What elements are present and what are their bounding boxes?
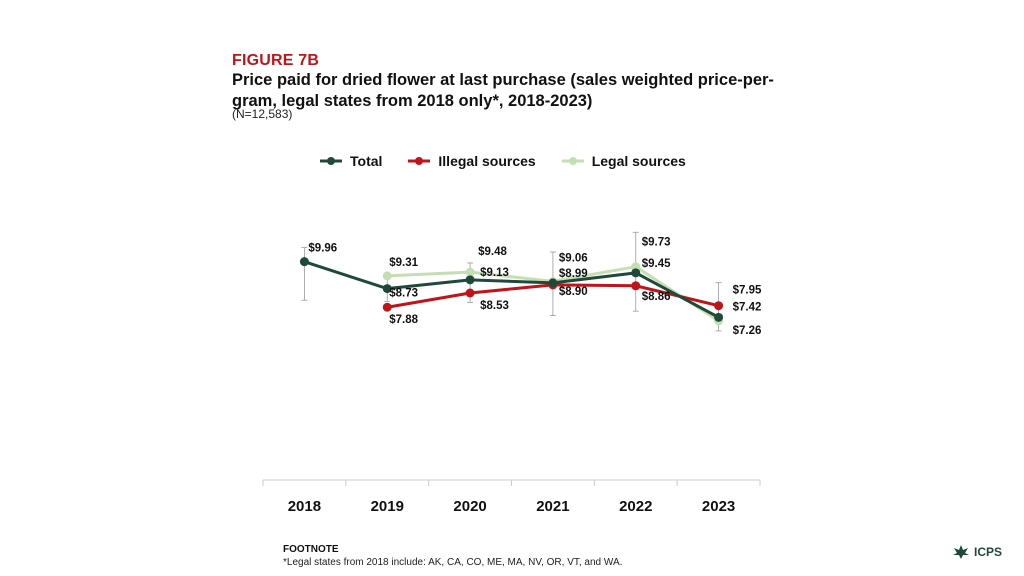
legend-marker-illegal: [408, 157, 431, 165]
x-tick-label: 2020: [453, 498, 486, 515]
x-tick-label: 2018: [288, 498, 321, 515]
data-point-total: [299, 257, 309, 267]
x-tick-label: 2022: [619, 498, 652, 515]
data-label: $9.73: [642, 237, 671, 249]
brand-name: ICPS: [974, 545, 1003, 559]
legend-item-total: Total: [320, 153, 382, 169]
x-tick-label: 2023: [702, 498, 735, 515]
data-point-total: [465, 275, 475, 285]
legend-marker-total: [320, 157, 342, 165]
legend-marker-legal: [561, 157, 584, 165]
data-label: $9.48: [478, 246, 507, 258]
legend-item-illegal: Illegal sources: [408, 153, 536, 169]
footnote-text: *Legal states from 2018 include: AK, CA,…: [283, 557, 623, 568]
data-point-total: [714, 312, 724, 322]
annotation-label: $8.99: [559, 268, 588, 280]
data-label: $9.06: [559, 252, 588, 264]
data-label: $8.73: [389, 288, 418, 300]
data-label: $9.96: [308, 243, 337, 255]
data-point-illegal: [714, 301, 724, 311]
data-label: $9.31: [389, 257, 418, 269]
data-point-illegal: [382, 302, 392, 312]
legend-label-legal: Legal sources: [591, 153, 686, 169]
chart-legend: Total Illegal sources Legal sources: [320, 152, 686, 170]
annotation-label: $9.13: [480, 267, 509, 279]
x-tick-label: 2019: [371, 498, 404, 515]
figure-label: FIGURE 7B: [232, 52, 320, 69]
legend-label-illegal: Illegal sources: [438, 153, 536, 169]
data-point-total: [548, 278, 558, 288]
figure-title: Price paid for dried flower at last purc…: [232, 71, 774, 110]
data-label: $8.90: [559, 286, 588, 298]
data-label: $8.53: [480, 300, 509, 312]
annotation-label: $9.45: [642, 258, 671, 270]
x-tick-label: 2021: [536, 498, 569, 515]
data-point-total: [382, 284, 392, 294]
data-point-legal: [382, 271, 392, 281]
data-point-illegal: [465, 288, 475, 298]
data-label: $7.88: [389, 314, 418, 326]
legend-item-legal: Legal sources: [561, 153, 686, 169]
data-label: $8.86: [642, 291, 671, 303]
data-point-illegal: [631, 281, 641, 291]
series-line-total: [303, 260, 720, 319]
data-point-legal: [465, 267, 475, 277]
data-point-total: [631, 268, 641, 278]
data-label: $7.95: [733, 285, 762, 297]
footnote-title: FOOTNOTE: [283, 544, 339, 555]
data-label: $7.26: [733, 325, 762, 337]
data-label: $7.42: [733, 301, 762, 313]
legend-label-total: Total: [350, 153, 383, 169]
brand-logo: ICPS: [952, 544, 1002, 560]
leaf-icon: [953, 545, 969, 559]
sample-size-note: (N=12,583): [232, 107, 293, 121]
